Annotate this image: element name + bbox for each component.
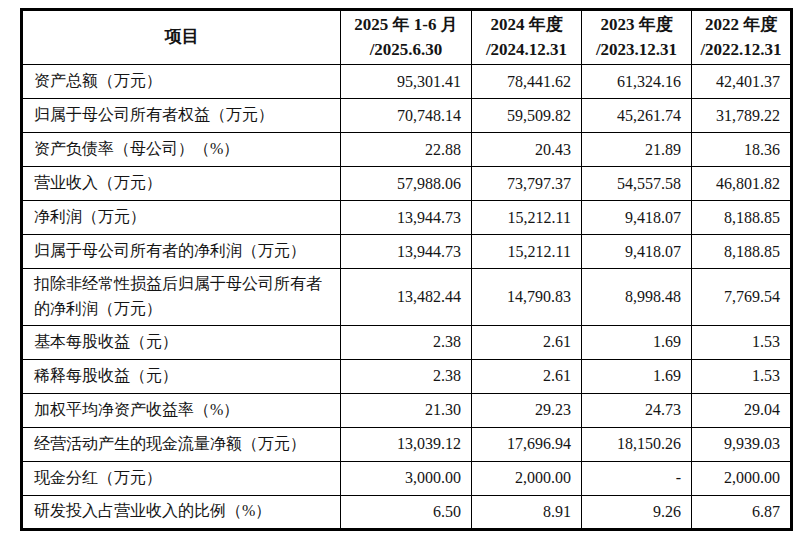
cell-value: 1.53 — [692, 325, 792, 359]
cell-value: 46,801.82 — [692, 167, 792, 201]
table-body: 资产总额（万元） 95,301.41 78,441.62 61,324.16 4… — [22, 65, 792, 530]
cell-value: 29.23 — [472, 393, 582, 427]
cell-value: 7,769.54 — [692, 269, 792, 326]
row-label: 加权平均净资产收益率（%） — [22, 393, 341, 427]
row-label: 稀释每股收益（元） — [22, 359, 341, 393]
cell-value: 9,418.07 — [582, 201, 692, 235]
cell-value: 2,000.00 — [692, 461, 792, 495]
cell-value: 6.87 — [692, 495, 792, 529]
period-line1: 2022 年度 — [694, 13, 788, 38]
row-label: 现金分红（万元） — [22, 461, 341, 495]
cell-value: 1.53 — [692, 359, 792, 393]
cell-value: 31,789.22 — [692, 99, 792, 133]
row-label: 资产总额（万元） — [22, 65, 341, 99]
cell-value: 13,039.12 — [341, 427, 472, 461]
cell-value: 14,790.83 — [472, 269, 582, 326]
row-label: 经营活动产生的现金流量净额（万元） — [22, 427, 341, 461]
column-header-period-2024: 2024 年度 /2024.12.31 — [472, 10, 582, 65]
cell-value: 73,797.37 — [472, 167, 582, 201]
table-row: 加权平均净资产收益率（%） 21.30 29.23 24.73 29.04 — [22, 393, 792, 427]
cell-value: 8.91 — [472, 495, 582, 529]
cell-value: 3,000.00 — [341, 461, 472, 495]
table-header: 项目 2025 年 1-6 月 /2025.6.30 2024 年度 /2024… — [22, 10, 792, 65]
cell-value: 8,188.85 — [692, 201, 792, 235]
cell-value: 2,000.00 — [472, 461, 582, 495]
table-row: 扣除非经常性损益后归属于母公司所有者的净利润（万元） 13,482.44 14,… — [22, 269, 792, 326]
period-line2: /2023.12.31 — [584, 38, 689, 63]
column-header-period-2025: 2025 年 1-6 月 /2025.6.30 — [341, 10, 472, 65]
table-row: 资产总额（万元） 95,301.41 78,441.62 61,324.16 4… — [22, 65, 792, 99]
period-line1: 2024 年度 — [474, 13, 579, 38]
cell-value: 2.38 — [341, 359, 472, 393]
row-label: 资产负债率（母公司）（%） — [22, 133, 341, 167]
row-label: 扣除非经常性损益后归属于母公司所有者的净利润（万元） — [22, 269, 341, 326]
financial-summary-table: 项目 2025 年 1-6 月 /2025.6.30 2024 年度 /2024… — [20, 8, 793, 531]
cell-value: 24.73 — [582, 393, 692, 427]
cell-value: 59,509.82 — [472, 99, 582, 133]
cell-value: 2.61 — [472, 359, 582, 393]
table-row: 基本每股收益（元） 2.38 2.61 1.69 1.53 — [22, 325, 792, 359]
row-label: 净利润（万元） — [22, 201, 341, 235]
cell-value: 45,261.74 — [582, 99, 692, 133]
table-row: 经营活动产生的现金流量净额（万元） 13,039.12 17,696.94 18… — [22, 427, 792, 461]
cell-value: 2.38 — [341, 325, 472, 359]
cell-value: 61,324.16 — [582, 65, 692, 99]
cell-value: 20.43 — [472, 133, 582, 167]
row-label: 归属于母公司所有者权益（万元） — [22, 99, 341, 133]
column-header-period-2023: 2023 年度 /2023.12.31 — [582, 10, 692, 65]
table-row: 稀释每股收益（元） 2.38 2.61 1.69 1.53 — [22, 359, 792, 393]
cell-value: 9,939.03 — [692, 427, 792, 461]
cell-value: 18.36 — [692, 133, 792, 167]
table-row: 归属于母公司所有者权益（万元） 70,748.14 59,509.82 45,2… — [22, 99, 792, 133]
period-line2: /2024.12.31 — [474, 38, 579, 63]
cell-value: 70,748.14 — [341, 99, 472, 133]
cell-value: 9.26 — [582, 495, 692, 529]
table-row: 归属于母公司所有者的净利润（万元） 13,944.73 15,212.11 9,… — [22, 235, 792, 269]
row-label: 营业收入（万元） — [22, 167, 341, 201]
cell-value: 2.61 — [472, 325, 582, 359]
cell-value: 95,301.41 — [341, 65, 472, 99]
table-row: 现金分红（万元） 3,000.00 2,000.00 - 2,000.00 — [22, 461, 792, 495]
cell-value: 78,441.62 — [472, 65, 582, 99]
row-label: 基本每股收益（元） — [22, 325, 341, 359]
cell-value: 21.89 — [582, 133, 692, 167]
period-line2: /2025.6.30 — [343, 38, 469, 63]
cell-value: 15,212.11 — [472, 201, 582, 235]
cell-value: 8,998.48 — [582, 269, 692, 326]
cell-value: 29.04 — [692, 393, 792, 427]
row-label: 归属于母公司所有者的净利润（万元） — [22, 235, 341, 269]
table-row: 营业收入（万元） 57,988.06 73,797.37 54,557.58 4… — [22, 167, 792, 201]
cell-value: 13,944.73 — [341, 235, 472, 269]
table-row: 资产负债率（母公司）（%） 22.88 20.43 21.89 18.36 — [22, 133, 792, 167]
period-line1: 2023 年度 — [584, 13, 689, 38]
table-row: 净利润（万元） 13,944.73 15,212.11 9,418.07 8,1… — [22, 201, 792, 235]
cell-value: 13,482.44 — [341, 269, 472, 326]
cell-value: 17,696.94 — [472, 427, 582, 461]
column-header-period-2022: 2022 年度 /2022.12.31 — [692, 10, 792, 65]
cell-value: 42,401.37 — [692, 65, 792, 99]
financial-summary-table-wrap: 项目 2025 年 1-6 月 /2025.6.30 2024 年度 /2024… — [20, 8, 793, 531]
cell-value: 54,557.58 — [582, 167, 692, 201]
table-row: 研发投入占营业收入的比例（%） 6.50 8.91 9.26 6.87 — [22, 495, 792, 529]
cell-value: 1.69 — [582, 325, 692, 359]
period-line1: 2025 年 1-6 月 — [343, 13, 469, 38]
cell-value: 6.50 — [341, 495, 472, 529]
header-row: 项目 2025 年 1-6 月 /2025.6.30 2024 年度 /2024… — [22, 10, 792, 65]
cell-value: 8,188.85 — [692, 235, 792, 269]
row-label: 研发投入占营业收入的比例（%） — [22, 495, 341, 529]
cell-value: - — [582, 461, 692, 495]
cell-value: 13,944.73 — [341, 201, 472, 235]
column-header-item: 项目 — [22, 10, 341, 65]
cell-value: 57,988.06 — [341, 167, 472, 201]
cell-value: 18,150.26 — [582, 427, 692, 461]
cell-value: 21.30 — [341, 393, 472, 427]
cell-value: 22.88 — [341, 133, 472, 167]
period-line2: /2022.12.31 — [694, 38, 788, 63]
cell-value: 1.69 — [582, 359, 692, 393]
cell-value: 9,418.07 — [582, 235, 692, 269]
cell-value: 15,212.11 — [472, 235, 582, 269]
